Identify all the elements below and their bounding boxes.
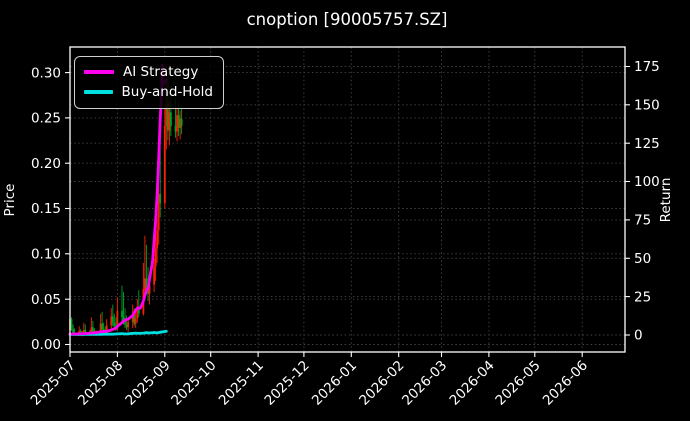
svg-text:175: 175 bbox=[634, 59, 660, 75]
right-axis-label: Return bbox=[658, 178, 674, 223]
ai-strategy-line-swatch bbox=[84, 70, 114, 74]
legend-item-ai-strategy: AI Strategy bbox=[84, 62, 213, 82]
svg-text:2025-07: 2025-07 bbox=[28, 358, 79, 409]
svg-text:2025-10: 2025-10 bbox=[168, 358, 219, 409]
svg-text:2026-05: 2026-05 bbox=[492, 358, 543, 409]
svg-text:0.30: 0.30 bbox=[31, 65, 61, 81]
svg-text:0.15: 0.15 bbox=[31, 201, 61, 217]
svg-text:2025-08: 2025-08 bbox=[75, 358, 126, 409]
legend: AI Strategy Buy-and-Hold bbox=[74, 56, 224, 109]
svg-text:125: 125 bbox=[634, 136, 660, 152]
svg-text:2026-06: 2026-06 bbox=[540, 358, 591, 409]
svg-text:150: 150 bbox=[634, 98, 660, 114]
series-layer bbox=[68, 63, 168, 336]
svg-text:0: 0 bbox=[634, 328, 643, 344]
svg-text:0.00: 0.00 bbox=[31, 337, 61, 353]
svg-text:0.10: 0.10 bbox=[31, 247, 61, 263]
svg-text:50: 50 bbox=[634, 251, 651, 267]
chart-title: cnoption [90005757.SZ] bbox=[247, 10, 448, 29]
svg-text:0.05: 0.05 bbox=[31, 292, 61, 308]
buy-and-hold-line-swatch bbox=[84, 90, 113, 94]
svg-text:100: 100 bbox=[634, 174, 660, 190]
svg-text:2026-01: 2026-01 bbox=[309, 358, 360, 409]
buy-and-hold-legend-label: Buy-and-Hold bbox=[121, 84, 213, 100]
ai-strategy-legend-label: AI Strategy bbox=[123, 64, 199, 80]
left-axis-label: Price bbox=[2, 184, 18, 217]
svg-text:2025-09: 2025-09 bbox=[122, 358, 173, 409]
svg-text:2025-12: 2025-12 bbox=[262, 358, 313, 409]
svg-text:75: 75 bbox=[634, 213, 651, 229]
svg-text:25: 25 bbox=[634, 289, 651, 305]
svg-text:2026-04: 2026-04 bbox=[447, 358, 498, 409]
svg-text:0.25: 0.25 bbox=[31, 111, 61, 127]
svg-text:2026-03: 2026-03 bbox=[399, 358, 450, 409]
svg-text:2025-11: 2025-11 bbox=[216, 358, 267, 409]
svg-text:2026-02: 2026-02 bbox=[356, 358, 407, 409]
legend-item-buy-and-hold: Buy-and-Hold bbox=[84, 82, 213, 102]
svg-text:0.20: 0.20 bbox=[31, 156, 61, 172]
